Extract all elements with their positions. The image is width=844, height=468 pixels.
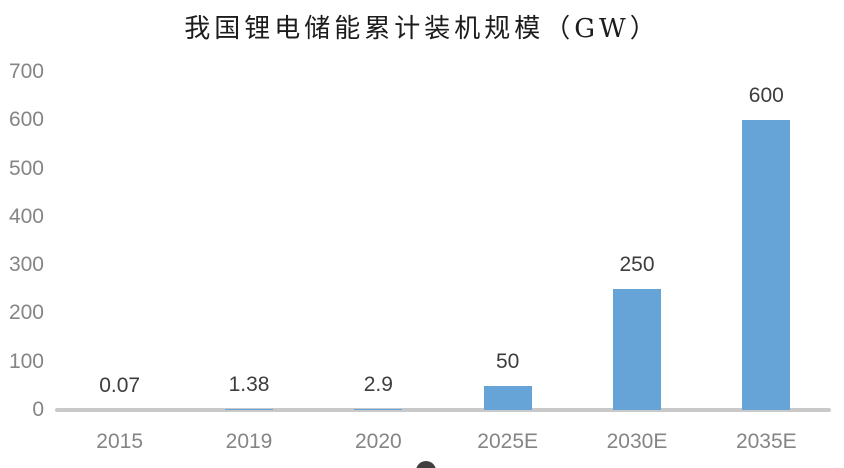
bar-2035E xyxy=(742,120,791,410)
y-tick-label-700: 700 xyxy=(8,60,44,83)
plot-area: 0.07 1.38 2.9 50 250 600 xyxy=(55,72,831,412)
chart-title: 我国锂电储能累计装机规模（GW） xyxy=(184,14,660,44)
value-label-2035E: 600 xyxy=(748,84,784,108)
watermark-partial-logo xyxy=(416,461,436,468)
y-axis: 0 100 200 300 400 500 600 700 xyxy=(0,60,44,421)
value-label-2020: 2.9 xyxy=(363,372,393,396)
y-tick-label-300: 300 xyxy=(8,253,44,277)
x-axis-line xyxy=(55,408,831,412)
x-tick-label-2020: 2020 xyxy=(354,430,402,453)
x-tick-label-2035E: 2035E xyxy=(735,430,797,453)
y-tick-label-500: 500 xyxy=(8,156,44,180)
y-tick-label-600: 600 xyxy=(8,108,44,132)
x-tick-label-2015: 2015 xyxy=(96,430,144,453)
y-tick-label-400: 400 xyxy=(8,204,44,228)
y-tick-label-200: 200 xyxy=(8,301,44,325)
value-label-2030E: 250 xyxy=(619,253,655,277)
value-label-2025E: 50 xyxy=(495,349,520,373)
x-tick-label-2019: 2019 xyxy=(225,430,273,453)
bar-2019 xyxy=(225,409,273,410)
value-label-2015: 0.07 xyxy=(99,373,141,397)
x-tick-label-2025E: 2025E xyxy=(477,430,539,453)
y-tick-label-0: 0 xyxy=(32,398,44,421)
x-axis: 2015 2019 2020 2025E 2030E 2035E xyxy=(55,430,831,456)
bar-2020 xyxy=(354,408,403,410)
value-label-2019: 1.38 xyxy=(228,373,270,397)
y-tick-label-100: 100 xyxy=(8,349,44,373)
bar-2025E xyxy=(483,385,532,410)
x-tick-label-2030E: 2030E xyxy=(606,430,668,453)
bar-2030E xyxy=(613,289,661,410)
